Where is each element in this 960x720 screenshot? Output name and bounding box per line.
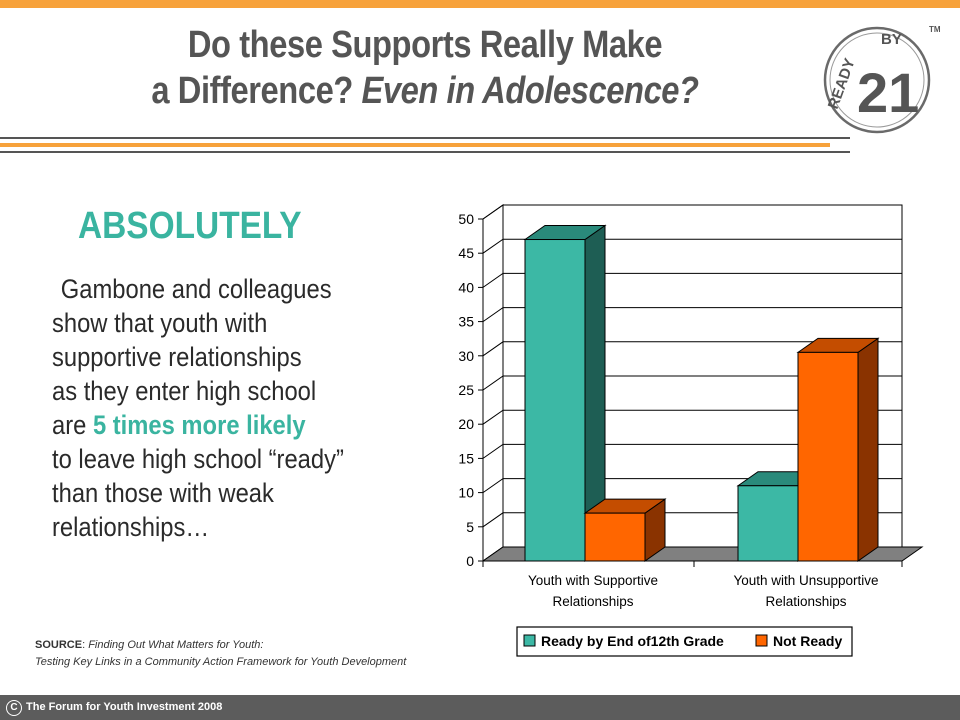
top-accent-bar bbox=[0, 0, 960, 8]
legend-label: Not Ready bbox=[773, 633, 842, 649]
gridline bbox=[482, 272, 902, 288]
body-line-3: supportive relationships bbox=[52, 342, 302, 372]
bar bbox=[797, 351, 859, 562]
y-tick-label: 15 bbox=[458, 450, 474, 466]
source-citation: SOURCE: Finding Out What Matters for You… bbox=[35, 637, 406, 671]
title-line-2: a Difference? Even in Adolescence? bbox=[94, 68, 756, 114]
body-line-6: to leave high school “ready” bbox=[52, 444, 344, 474]
title-rule-top bbox=[0, 137, 850, 139]
x-tick-label: Youth with Supportive bbox=[528, 573, 658, 588]
y-tick-label: 10 bbox=[458, 485, 474, 501]
chart-legend bbox=[516, 626, 853, 657]
gridline bbox=[482, 409, 902, 425]
source-separator: : bbox=[82, 639, 89, 651]
body-line-8: relationships… bbox=[52, 512, 210, 542]
body-line-5-prefix: are bbox=[52, 410, 93, 440]
footer-bar: C The Forum for Youth Investment 2008 bbox=[0, 695, 960, 720]
y-tick-label: 25 bbox=[458, 382, 474, 398]
title-rule-orange bbox=[0, 143, 830, 147]
y-tick-label: 40 bbox=[458, 279, 474, 295]
y-tick-label: 20 bbox=[458, 416, 474, 432]
source-line-2: Testing Key Links in a Community Action … bbox=[35, 654, 406, 671]
x-tick-label: Relationships bbox=[552, 594, 633, 609]
title-rule-bottom bbox=[0, 151, 850, 153]
logo-by-text: BY bbox=[881, 31, 902, 48]
logo-number: 21 bbox=[857, 61, 919, 124]
bar bbox=[524, 239, 586, 562]
title-line-2-italic: Even in Adolescence? bbox=[361, 70, 700, 112]
gridline bbox=[482, 238, 902, 254]
y-tick-label: 45 bbox=[458, 245, 474, 261]
body-line-5: are 5 times more likely bbox=[52, 408, 422, 442]
bar-side bbox=[857, 337, 879, 562]
body-line-4: as they enter high school bbox=[52, 376, 317, 406]
ready-by-21-logo: READY BY 21 TM bbox=[823, 25, 941, 134]
gridline bbox=[482, 375, 902, 391]
logo-inner-ring bbox=[829, 32, 925, 128]
body-highlight: 5 times more likely bbox=[92, 410, 306, 440]
headline: ABSOLUTELY bbox=[78, 205, 302, 247]
gridline bbox=[482, 341, 902, 357]
source-title-2: Testing Key Links in a Community Action … bbox=[35, 656, 407, 668]
source-title-1: Finding Out What Matters for Youth: bbox=[88, 639, 264, 651]
logo-trademark: TM bbox=[929, 25, 941, 34]
x-tick-label: Relationships bbox=[765, 594, 846, 609]
y-tick-label: 5 bbox=[466, 519, 474, 535]
y-tick-label: 0 bbox=[466, 553, 474, 569]
title-line-1: Do these Supports Really Make bbox=[187, 24, 663, 66]
source-label: SOURCE bbox=[35, 639, 83, 651]
body-paragraph: Gambone and colleagues show that youth w… bbox=[52, 272, 422, 544]
bar bbox=[584, 512, 646, 562]
legend-label: Ready by End of12th Grade bbox=[541, 633, 724, 649]
footer-text: The Forum for Youth Investment 2008 bbox=[26, 701, 223, 713]
legend-swatch bbox=[755, 634, 768, 647]
copyright-icon: C bbox=[6, 700, 22, 716]
body-line-2: show that youth with bbox=[52, 308, 268, 338]
body-line-1: Gambone and colleagues bbox=[60, 274, 332, 304]
gridline bbox=[482, 307, 902, 323]
x-tick-label: Youth with Unsupportive bbox=[733, 573, 878, 588]
slide-title: Do these Supports Really Make a Differen… bbox=[94, 22, 756, 114]
y-tick-label: 30 bbox=[458, 348, 474, 364]
bar bbox=[737, 485, 799, 562]
y-tick-label: 50 bbox=[458, 211, 474, 227]
y-tick-label: 35 bbox=[458, 314, 474, 330]
gridline bbox=[482, 204, 902, 220]
gridline bbox=[482, 443, 902, 459]
title-line-2-plain: a Difference? bbox=[151, 70, 362, 112]
body-line-7: than those with weak bbox=[52, 478, 274, 508]
legend-swatch bbox=[523, 634, 536, 647]
logo-ring bbox=[823, 26, 931, 134]
source-line-1: SOURCE: Finding Out What Matters for You… bbox=[35, 637, 406, 654]
